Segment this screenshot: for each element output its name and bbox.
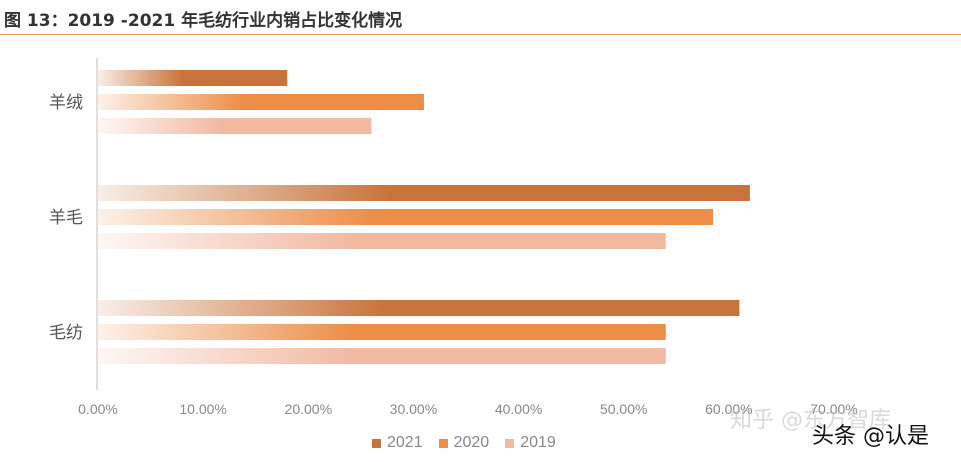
x-tick-label: 30.00% [390,401,437,417]
x-tick-label: 70.00% [810,401,857,417]
bar-2020-2 [98,324,666,340]
legend-swatch-2019 [505,438,515,448]
chart-title: 图 13：2019 -2021 年毛纺行业内销占比变化情况 [4,11,403,31]
legend-label-2020: 2020 [453,434,490,451]
legend-item-2019: 2019 [505,434,556,452]
bar-2021-2 [98,300,740,316]
category-label-1: 羊毛 [49,208,83,228]
bar-2019-1 [98,233,666,249]
bar-2020-0 [98,94,424,110]
category-label-0: 羊绒 [49,93,83,113]
bar-2021-1 [98,185,750,201]
legend-label-2019: 2019 [520,434,556,451]
x-tick-label: 20.00% [285,401,332,417]
bar-2021-0 [98,70,288,86]
legend: 2021 2020 2019 [372,434,556,452]
bar-2020-1 [98,209,714,225]
watermark-text: 知乎 @东方智库 [730,408,891,433]
legend-swatch-2021 [372,438,381,448]
x-tick-label: 10.00% [179,401,226,417]
legend-item-2021: 2021 [372,434,423,452]
legend-label-2021: 2021 [387,434,423,451]
x-tick-label: 0.00% [78,401,118,417]
legend-item-2020: 2020 [438,434,490,452]
x-tick-label: 50.00% [600,401,647,417]
category-label-2: 毛纺 [49,323,83,343]
legend-swatch-2020 [438,438,448,448]
bar-2019-2 [98,348,666,364]
x-tick-label: 40.00% [495,401,542,417]
title-divider [0,34,961,35]
x-tick-label: 60.00% [705,401,752,417]
bar-2019-0 [98,118,372,134]
source-tag: 头条 @认是 [812,424,929,449]
